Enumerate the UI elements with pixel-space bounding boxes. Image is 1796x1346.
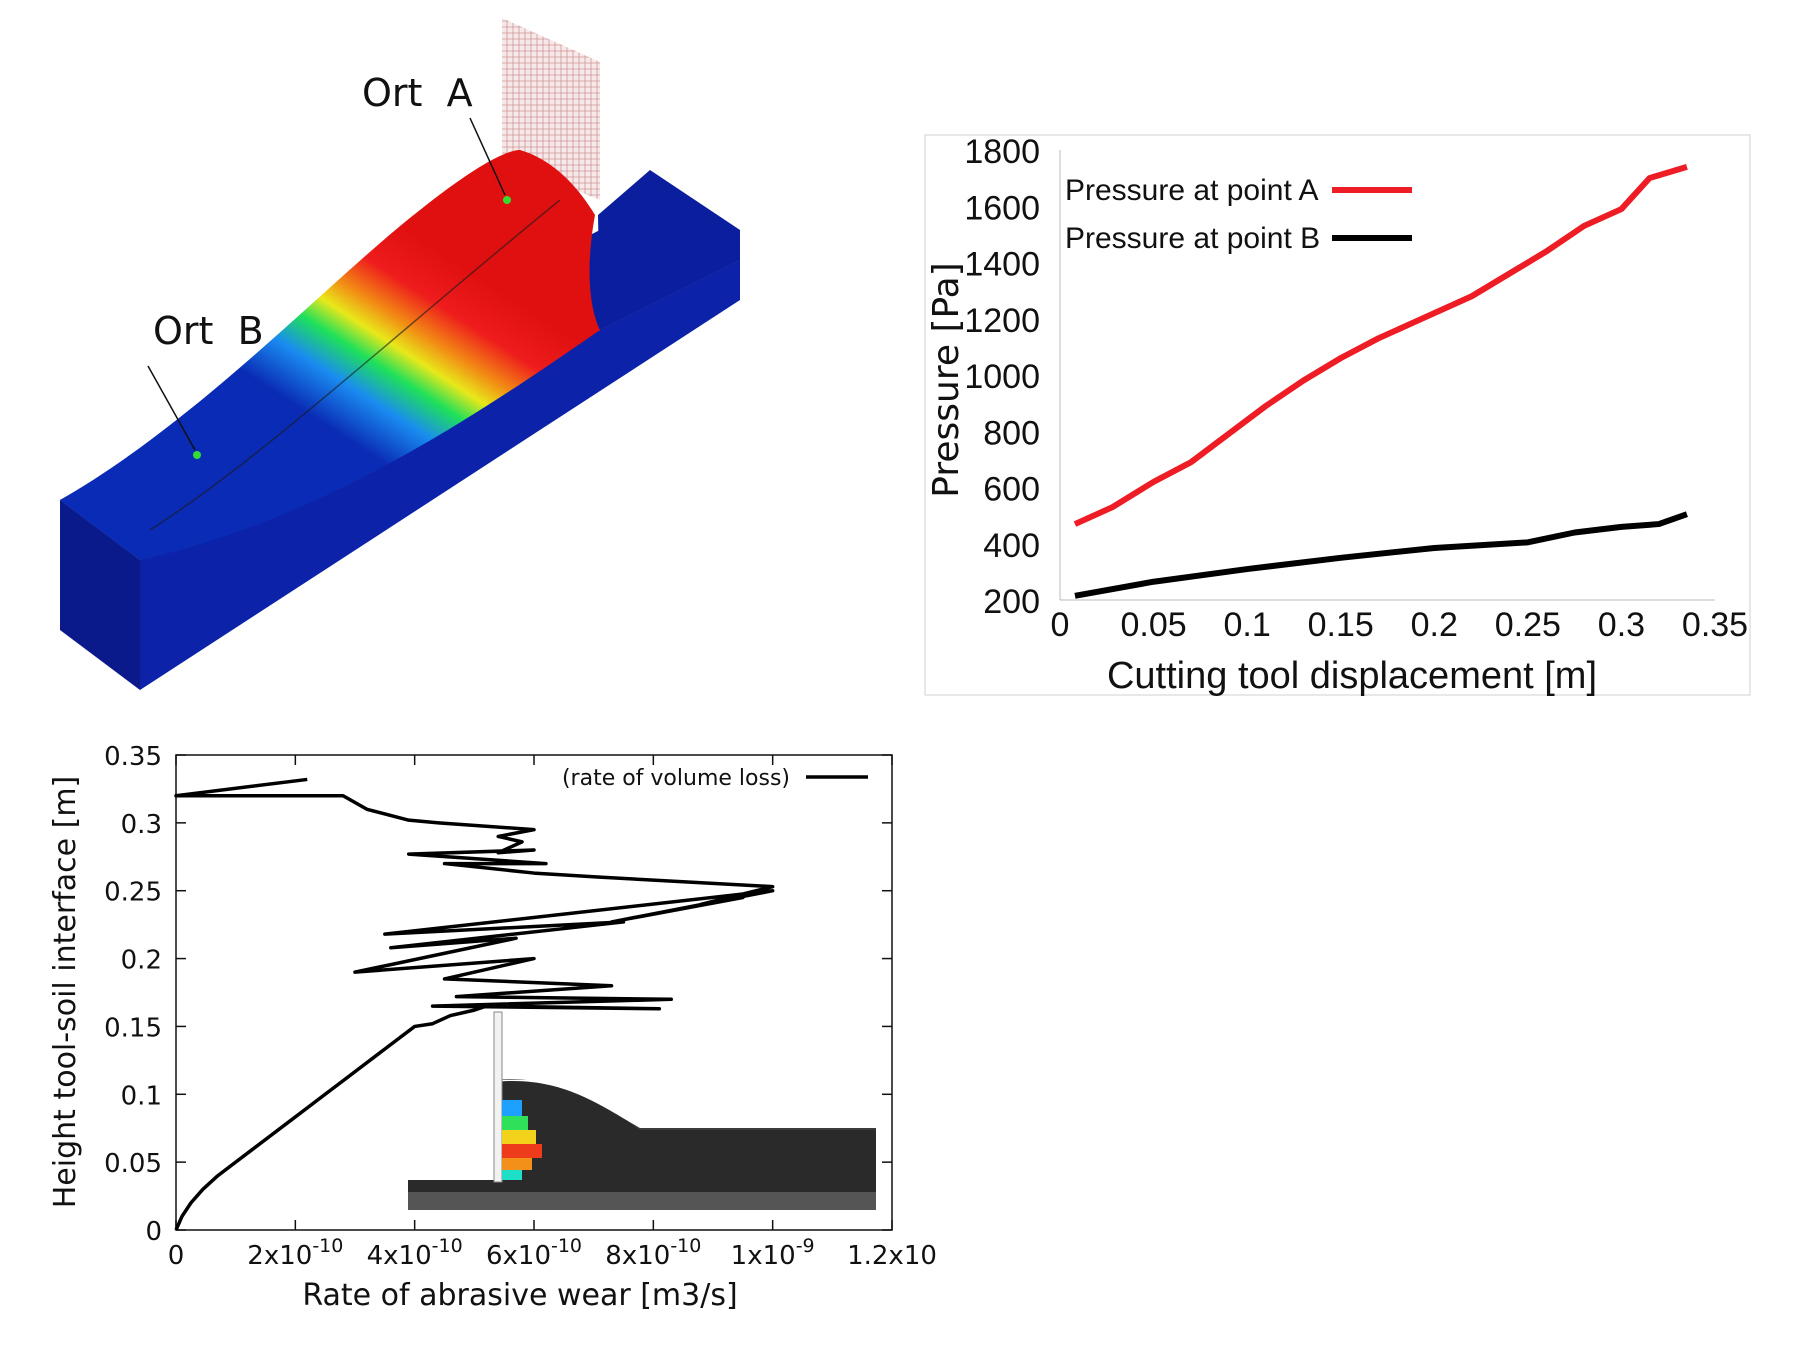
wear-legend-label: (rate of volume loss) [562,766,790,791]
pressure-y-tick-label: 1400 [964,246,1040,284]
pressure-y-tick-label: 1600 [964,189,1040,227]
pressure-y-tick-label: 1200 [964,302,1040,340]
pressure-chart-x-label: Cutting tool displacement [m] [1107,655,1597,697]
point-a-leader [469,117,506,196]
wear-y-tick-label: 0.2 [121,946,162,976]
wear-inset-cross-section [408,1011,876,1210]
pressure-x-tick-label: 0.15 [1308,606,1374,644]
pressure-y-tick-label: 200 [983,583,1040,621]
label-point-a: Ort A [362,71,473,115]
pressure-series-line-a [1073,164,1688,527]
wear-x-tick-label: 2x10-10 [247,1235,343,1271]
pressure-chart-y-label: Pressure [Pa] [926,262,967,497]
soil-block-right-top [598,170,740,330]
pressure-y-tick-label: 1800 [964,133,1040,171]
pressure-series-line-b [1074,511,1688,599]
pressure-chart-frame [924,134,1751,696]
pressure-y-tick-label: 1000 [964,358,1040,396]
pressure-x-tick-label: 0.05 [1120,606,1186,644]
wear-y-tick-label: 0.3 [121,810,162,840]
wear-x-tick-label: 1.2x10 [847,1241,937,1271]
pressure-x-tick-label: 0.2 [1411,606,1458,644]
wear-y-tick-label: 0.15 [104,1013,162,1043]
label-point-b: Ort B [153,309,264,353]
pressure-chart: 200 400 600 800 1000 1200 1400 1600 1800 0 0.05 0.… [924,133,1751,697]
wear-series-line [174,777,775,1231]
pressure-x-tick-label: 0.25 [1495,606,1561,644]
wear-y-tick-label: 0 [145,1217,162,1247]
inset-velocity-arrows [502,1100,542,1180]
pressure-x-tick-label: 0.35 [1682,606,1748,644]
pressure-y-tick-label: 400 [983,527,1040,565]
wear-x-tick-label: 6x10-10 [486,1235,582,1271]
pressure-y-tick-label: 600 [983,471,1040,509]
pressure-legend-label: Pressure at point B [1065,222,1320,255]
wear-chart-y-label: Height tool-soil interface [m] [48,776,83,1209]
wear-y-tick-label: 0.35 [104,742,162,772]
pressure-x-tick-label: 0.3 [1598,606,1645,644]
point-b-leader [147,365,196,451]
pressure-x-tick-label: 0 [1051,606,1070,644]
wear-x-tick-label: 1x10-9 [731,1235,815,1271]
wear-y-tick-label: 0.25 [104,878,162,908]
point-a-marker [503,196,511,204]
wear-chart-x-label: Rate of abrasive wear [m3/s] [302,1278,737,1313]
wear-x-tick-label: 0 [168,1241,185,1271]
pressure-legend-label: Pressure at point A [1065,174,1318,207]
soil-cutting-simulation-3d: Ort A Ort B [60,18,740,690]
soil-block-bottom-face [140,260,740,690]
wear-y-tick-label: 0.1 [121,1081,162,1111]
point-b-marker [193,451,201,459]
heap-ridge-line [149,199,561,531]
wear-x-tick-label: 4x10-10 [367,1235,463,1271]
pressure-y-tick-label: 800 [983,414,1040,452]
soil-block-side [60,500,140,690]
wear-y-tick-label: 0.05 [104,1149,162,1179]
wear-x-tick-label: 8x10-10 [605,1235,701,1271]
pressure-x-tick-label: 0.1 [1224,606,1271,644]
